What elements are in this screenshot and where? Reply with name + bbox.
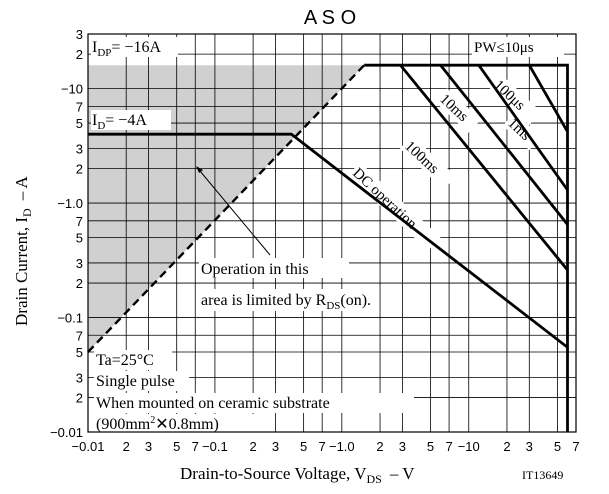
- x-tick-label: 5: [300, 439, 307, 454]
- curve-dc-operation: [88, 132, 569, 349]
- x-tick-label: −1.0: [329, 439, 355, 454]
- label-background: [94, 393, 414, 413]
- label-background: [91, 37, 178, 57]
- x-axis-label: Drain-to-Source Voltage, VDS – V: [180, 464, 415, 486]
- cond-single-pulse: Single pulse: [96, 373, 175, 390]
- y-tick-label: −0.1: [57, 311, 83, 326]
- y-tick-label: 2: [76, 162, 83, 177]
- y-tick-label: 5: [76, 231, 83, 246]
- plot-frame: [87, 33, 577, 433]
- x-tick-label: 5: [554, 439, 561, 454]
- x-tick-label: 3: [399, 439, 406, 454]
- label-background: [94, 350, 172, 370]
- cond-ta: Ta=25°C: [96, 352, 154, 369]
- curve-rds-on-limit: [87, 64, 366, 353]
- x-tick-label: 7: [572, 439, 579, 454]
- y-tick-label: 3: [76, 141, 83, 156]
- rotated-label-background: [399, 135, 456, 190]
- y-tick-label: 2: [76, 47, 83, 62]
- x-tick-label: −0.01: [72, 439, 105, 454]
- y-tick-labels: −0.01 2 3 5 7 −0.1 2 3 5 7 −1.0 2 3 5 7 −10 2 3: [50, 27, 83, 440]
- y-tick-label: −1.0: [57, 196, 83, 211]
- label-background: [91, 110, 171, 130]
- y-tick-label: 7: [76, 214, 83, 229]
- y-tick-label: 3: [76, 256, 83, 271]
- op-note-line2: area is limited by RDS(on).: [201, 292, 371, 312]
- x-tick-label: 7: [445, 439, 452, 454]
- figure-code: IT13649: [522, 468, 563, 482]
- y-tick-label: 2: [76, 276, 83, 291]
- x-tick-labels: −0.01 2 3 5 7 −0.1 2 3 5 7 −1.0 2 3 5 7 −10 2 3 5 7: [72, 439, 580, 454]
- curves: [87, 63, 569, 432]
- y-tick-label: 3: [76, 370, 83, 385]
- y-tick-label: −0.01: [50, 425, 83, 440]
- y-tick-label: 5: [76, 116, 83, 131]
- x-tick-label: 2: [376, 439, 383, 454]
- y-tick-label: −10: [61, 82, 83, 97]
- label-background: [94, 371, 189, 391]
- cond-substrate-size: (900mm2✕0.8mm): [96, 415, 219, 433]
- label-dc-operation: DC operation: [349, 165, 420, 232]
- label-background: [199, 258, 349, 278]
- y-axis-label: Drain Current, ID– A: [12, 175, 34, 326]
- y-tick-label: 2: [76, 391, 83, 406]
- rotated-label-background: [488, 74, 542, 126]
- op-note-line1: Operation in this: [201, 261, 309, 278]
- x-tick-label: 3: [145, 439, 152, 454]
- x-tick-label: 2: [250, 439, 257, 454]
- pw-label: PW≤10μs: [474, 40, 534, 56]
- curve-10ms: [439, 64, 569, 226]
- curve-1ms: [477, 64, 569, 191]
- x-tick-label: 3: [272, 439, 279, 454]
- label-background: [94, 414, 264, 434]
- id-label: ID= −4A: [92, 112, 147, 132]
- rotated-label-background: [347, 162, 441, 251]
- rotated-label-background: [434, 88, 481, 133]
- x-tick-label: 7: [192, 439, 199, 454]
- x-tick-label: 2: [503, 439, 510, 454]
- y-tick-label: 7: [76, 99, 83, 114]
- note-arrow: [196, 166, 271, 256]
- curve-100ms: [399, 64, 569, 271]
- x-tick-label: −0.1: [202, 439, 228, 454]
- x-tick-label: 5: [173, 439, 180, 454]
- x-tick-label: 3: [526, 439, 533, 454]
- cond-mounting: When mounted on ceramic substrate: [96, 395, 330, 412]
- x-tick-label: 2: [123, 439, 130, 454]
- idp-label: IDP= −16A: [92, 39, 161, 59]
- x-tick-label: 5: [427, 439, 434, 454]
- label-background: [472, 37, 564, 57]
- label-backgrounds: [91, 37, 564, 434]
- curve-100-s: [528, 64, 569, 133]
- label-background: [199, 289, 374, 311]
- curve-pw-10-s: [364, 63, 569, 432]
- y-tick-label: 7: [76, 328, 83, 343]
- y-tick-label: 3: [76, 27, 83, 42]
- x-tick-label: −10: [458, 439, 480, 454]
- chart-title: A S O: [304, 7, 356, 29]
- y-tick-label: 5: [76, 345, 83, 360]
- x-tick-label: 7: [319, 439, 326, 454]
